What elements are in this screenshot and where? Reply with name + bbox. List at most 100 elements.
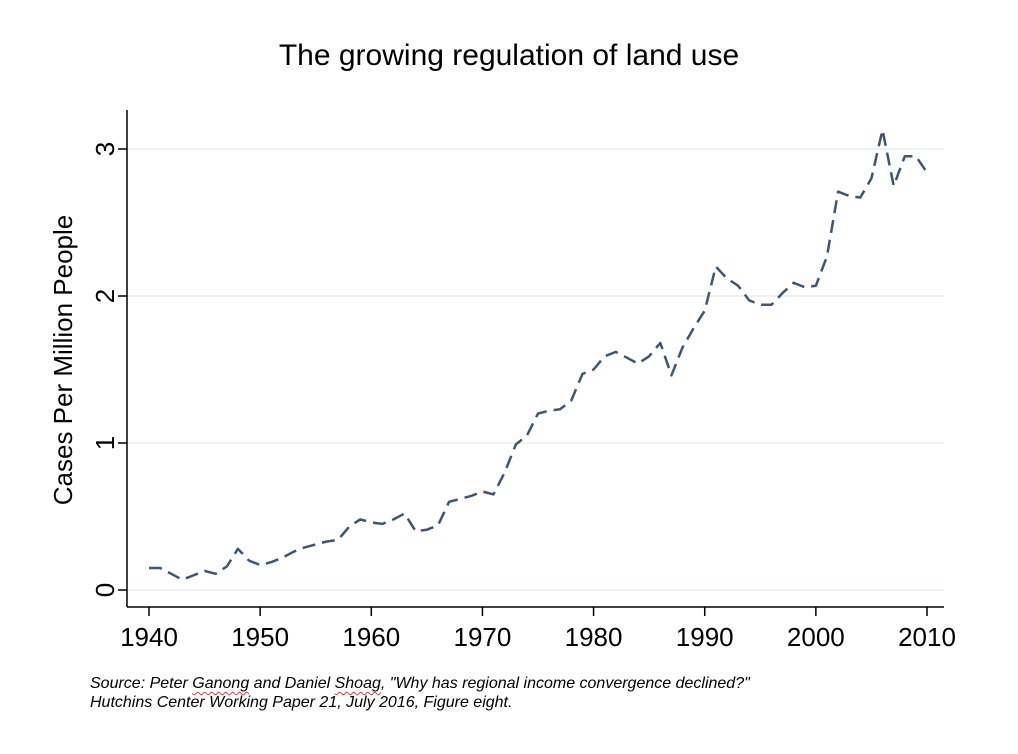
data-point bbox=[534, 410, 542, 418]
y-tick-label: 2 bbox=[90, 289, 120, 303]
data-point bbox=[190, 571, 198, 579]
data-point bbox=[912, 152, 920, 160]
data-point bbox=[767, 301, 775, 309]
x-tick-label: 1940 bbox=[120, 622, 178, 652]
data-point bbox=[512, 441, 520, 449]
data-point bbox=[301, 543, 309, 551]
data-point bbox=[390, 515, 398, 523]
data-point bbox=[290, 548, 298, 556]
source-author-shoag: Shoag bbox=[334, 675, 381, 692]
data-point bbox=[745, 296, 753, 304]
axes bbox=[126, 110, 944, 608]
x-tick-label: 2010 bbox=[898, 622, 956, 652]
data-point bbox=[367, 518, 375, 526]
data-point bbox=[601, 352, 609, 360]
data-point bbox=[901, 152, 909, 160]
source-line-1: Source: Peter Ganong and Daniel Shoag, "… bbox=[90, 674, 990, 693]
data-point bbox=[867, 174, 875, 182]
y-tick-label: 3 bbox=[90, 142, 120, 156]
data-point bbox=[267, 558, 275, 566]
data-point bbox=[923, 169, 931, 177]
data-point bbox=[501, 468, 509, 476]
data-point bbox=[879, 126, 887, 134]
data-point bbox=[801, 283, 809, 291]
data-point bbox=[567, 396, 575, 404]
data-point bbox=[412, 527, 420, 535]
data-point bbox=[667, 371, 675, 379]
series-line bbox=[149, 128, 929, 581]
data-point bbox=[378, 520, 386, 528]
data-point bbox=[779, 289, 787, 297]
data-point bbox=[579, 370, 587, 378]
x-tick-label: 1990 bbox=[676, 622, 734, 652]
data-point bbox=[723, 274, 731, 282]
data-point bbox=[856, 194, 864, 202]
data-point bbox=[201, 567, 209, 575]
data-point bbox=[467, 492, 475, 500]
source-text-a: Source: Peter bbox=[90, 675, 193, 692]
data-point bbox=[590, 366, 598, 374]
data-point bbox=[445, 498, 453, 506]
data-point bbox=[145, 564, 153, 572]
data-point bbox=[523, 432, 531, 440]
y-tick-label: 1 bbox=[90, 436, 120, 450]
data-point bbox=[690, 324, 698, 332]
data-point bbox=[234, 545, 242, 553]
data-point bbox=[823, 252, 831, 260]
data-point bbox=[456, 495, 464, 503]
source-text-c: , "Why has regional income convergence d… bbox=[380, 675, 750, 692]
data-point bbox=[223, 563, 231, 571]
data-point bbox=[245, 557, 253, 565]
data-point bbox=[701, 307, 709, 315]
chart-title: The growing regulation of land use bbox=[278, 39, 740, 72]
series-group bbox=[145, 126, 931, 584]
data-point bbox=[845, 192, 853, 200]
data-point bbox=[278, 554, 286, 562]
x-tick-label: 1950 bbox=[231, 622, 289, 652]
data-point bbox=[323, 538, 331, 546]
data-point bbox=[312, 540, 320, 548]
data-point bbox=[356, 515, 364, 523]
source-author-ganong: Ganong bbox=[192, 675, 250, 692]
y-ticks: 0 1 2 3 bbox=[90, 142, 127, 597]
x-tick-label: 2000 bbox=[787, 622, 845, 652]
data-point bbox=[345, 523, 353, 531]
data-point bbox=[401, 510, 409, 518]
data-point bbox=[256, 561, 264, 569]
data-point bbox=[490, 490, 498, 498]
x-tick-label: 1960 bbox=[342, 622, 400, 652]
data-point bbox=[790, 279, 798, 287]
data-point bbox=[756, 301, 764, 309]
data-point bbox=[679, 344, 687, 352]
data-point bbox=[167, 570, 175, 578]
data-point bbox=[212, 570, 220, 578]
data-point bbox=[556, 405, 564, 413]
data-point bbox=[890, 182, 898, 190]
y-tick-label: 0 bbox=[90, 583, 120, 597]
data-point bbox=[623, 354, 631, 362]
x-tick-label: 1970 bbox=[454, 622, 512, 652]
x-ticks: 1940 1950 1960 1970 1980 1990 2000 2010 bbox=[120, 607, 956, 652]
data-point bbox=[434, 521, 442, 529]
data-point bbox=[478, 488, 486, 496]
source-text-b: and Daniel bbox=[249, 675, 335, 692]
data-point bbox=[812, 282, 820, 290]
x-tick-label: 1980 bbox=[565, 622, 623, 652]
data-point bbox=[734, 282, 742, 290]
gridlines bbox=[128, 148, 944, 591]
data-point bbox=[156, 564, 164, 572]
data-point bbox=[423, 526, 431, 534]
data-point bbox=[612, 348, 620, 356]
data-point bbox=[645, 352, 653, 360]
y-axis-label: Cases Per Million People bbox=[48, 215, 78, 505]
source-note: Source: Peter Ganong and Daniel Shoag, "… bbox=[90, 674, 990, 712]
source-line-2: Hutchins Center Working Paper 21, July 2… bbox=[90, 694, 513, 711]
data-point bbox=[834, 188, 842, 196]
data-point bbox=[712, 263, 720, 271]
data-point bbox=[634, 360, 642, 368]
data-point bbox=[178, 576, 186, 584]
data-point bbox=[656, 339, 664, 347]
data-point bbox=[545, 407, 553, 415]
data-point bbox=[334, 536, 342, 544]
